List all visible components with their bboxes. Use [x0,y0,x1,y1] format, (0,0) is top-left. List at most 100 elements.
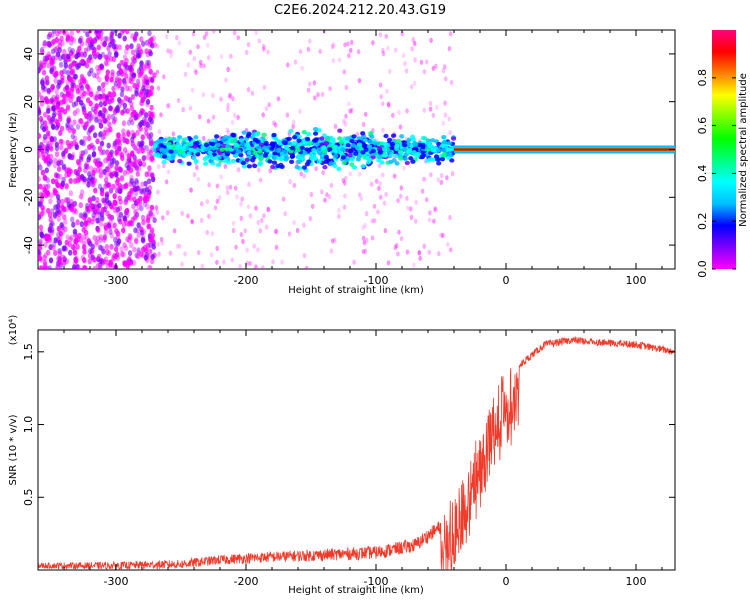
spectrogram-speckle [55,182,61,189]
spectrogram-speckle [404,68,409,74]
spectrogram-speckle [84,235,89,242]
spectrogram-band-cell [320,146,326,151]
spectrogram-speckle [106,113,112,120]
spectrogram-speckle [82,244,87,251]
spectrogram-speckle [91,169,96,176]
spectrogram-speckle [378,180,382,186]
spectrogram-speckle [139,141,144,148]
spectrogram-speckle [121,30,126,34]
spectrogram-speckle [71,152,76,159]
spectrogram-speckle [69,30,74,36]
spectrogram-speckle [166,103,170,109]
spectrogram-band-cell [301,130,307,135]
spectrogram-band-cell [353,151,359,156]
spectrogram-speckle [443,100,447,106]
spectrogram-band-cell [292,135,298,140]
spectrogram-speckle [166,48,170,54]
spectrogram-speckle [348,47,353,54]
spectrogram-speckle [39,95,44,102]
spectrogram-speckle [70,52,76,59]
spectrogram-speckle [223,163,228,169]
spectrogram-speckle [91,212,96,219]
spectrogram-speckle [332,237,337,243]
spectrogram-speckle [411,36,416,43]
spectrogram-speckle [427,217,432,223]
spectrogram-band-cell [398,156,404,161]
spectrogram-speckle [139,48,144,55]
spectrogram-band-cell [166,141,172,147]
spectrogram-speckle [39,100,45,107]
spectrogram-speckle [268,168,273,174]
spectrogram-speckle [82,248,87,255]
spectrogram-speckle [117,78,123,85]
spectrogram-speckle [424,59,429,65]
snr-y-tick-label: 0.5 [22,489,35,507]
spectrogram-speckle [48,158,53,165]
spectrogram-speckle [254,30,258,36]
spectrogram-band-cell [244,157,250,162]
colorbar-ramp [712,30,736,269]
spectrogram-speckle [39,119,45,125]
spectrogram-speckle [341,177,346,184]
spectrogram-speckle [393,245,398,251]
spectrogram-speckle [320,189,324,195]
spectrogram-speckle [94,209,99,216]
spectrogram-speckle [329,182,334,188]
spectrogram-speckle [80,150,86,157]
spectrogram-speckle [44,53,49,60]
spectrogram-band-cell [411,150,417,155]
spectrogram-band-cell [270,142,276,147]
snr-y-tick-label: 1.0 [22,416,35,434]
spectrogram-speckle [380,101,385,107]
spectrogram-speckle [121,221,127,228]
spectrogram-speckle [46,249,51,256]
spectrogram-speckle [102,100,108,107]
spectrogram-speckle [118,150,123,157]
spectrogram-speckle [409,84,414,90]
spectrogram-speckle [121,128,126,135]
spectrogram-band-cell [404,160,410,166]
spectrogram-speckle [117,44,122,51]
spectrogram-speckle [68,249,73,256]
spectrogram-band-cell [240,141,246,146]
spectrogram-band-cell [296,159,302,164]
spectrogram-speckle [46,107,51,114]
spectrogram-speckle [133,209,138,215]
spectrogram-speckle [448,247,453,253]
spectrogram-speckle [149,118,154,125]
spectrogram-speckle [224,77,228,83]
spectrogram-speckle [374,178,379,184]
spectrogram-band-cell [282,149,288,155]
spectrogram-speckle [138,111,143,117]
snr-y-axis-label: SNR (10 * v/v) [8,414,19,485]
spectrogram-band-cell [370,148,376,154]
spectrogram-speckle [88,115,94,122]
spectrogram-speckle [316,92,320,98]
spectrogram-band-cell [338,140,344,145]
spectrogram-speckle [62,68,67,75]
spectrogram-speckle [166,169,171,175]
spectrogram-speckle [147,30,152,37]
spectrogram-speckle [394,243,399,249]
spectrogram-band-cell [345,136,351,141]
spectrogram-speckle [42,40,47,47]
spectrogram-band-cell [193,159,199,164]
spectrogram-speckle [74,257,79,264]
spectrogram-speckle [325,192,329,198]
spectrogram-speckle [42,174,47,181]
spectrogram-speckle [82,211,88,218]
spectrogram-speckle [124,72,129,79]
spectrogram-speckle [228,94,232,100]
spectrogram-speckle [150,172,155,179]
colorbar-tick-label: 0.8 [696,69,709,87]
spectrogram-speckle [443,76,448,82]
spectrogram-speckle [400,31,405,37]
spectrogram-speckle [136,148,142,155]
spectrogram-speckle [50,178,56,185]
spectrogram-speckle [139,68,145,75]
spectrogram-band-cell [413,141,419,146]
spectrogram-speckle [50,83,55,90]
spectrogram-speckle [409,206,413,212]
spectrogram-speckle [68,190,74,197]
spectrogram-speckle [94,239,100,246]
